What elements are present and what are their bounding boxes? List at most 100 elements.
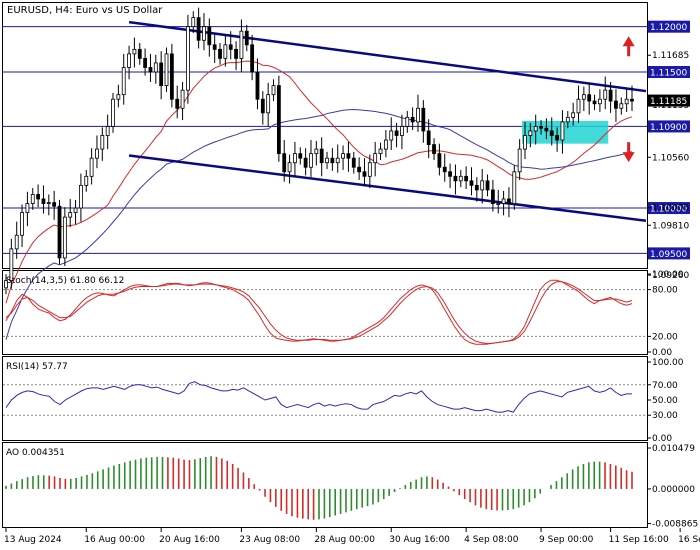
ma-fast-line (5, 60, 633, 304)
candle-body (46, 202, 51, 205)
candle-body (587, 94, 592, 102)
candle-body (276, 85, 281, 155)
channel-lower-line (128, 154, 647, 222)
osc-axis-label: 30.00 (652, 411, 678, 421)
current-price-label: 1.11185 (650, 97, 687, 107)
osc-axis-label: 80.00 (652, 286, 678, 296)
time-axis-label: 30 Aug 16:00 (389, 535, 450, 545)
candle-body (9, 248, 14, 282)
candle-body (373, 153, 378, 164)
time-axis-label: 11 Sep 16:00 (609, 535, 669, 545)
candle-body (95, 148, 99, 159)
osc-axis-label: 100.00 (652, 358, 684, 368)
candle-body (250, 44, 255, 73)
time-axis-label: 23 Aug 08:00 (239, 535, 300, 545)
candle-body (186, 26, 190, 91)
candle-body (474, 184, 479, 191)
candle-body (330, 157, 335, 164)
candle-body (132, 48, 137, 55)
candle-body (202, 26, 206, 41)
time-axis-label: 9 Sep 00:00 (539, 535, 594, 545)
candle-body (325, 157, 329, 164)
stoch-title: Stoch(14,3,5) 61.80 66.12 (6, 276, 124, 286)
stoch-panel-frame (2, 270, 648, 355)
candle-body (319, 148, 324, 164)
candle-body (175, 98, 180, 109)
candle-body (448, 171, 452, 177)
candle-body (223, 44, 228, 59)
candle-body (592, 100, 597, 105)
rsi-panel-frame (2, 356, 648, 441)
arrow-up-icon (622, 36, 635, 47)
osc-axis-label: 0.00 (652, 434, 672, 444)
candle-body (560, 121, 565, 141)
candle-body (41, 198, 46, 204)
ma-slow-line (5, 109, 633, 340)
candle-body (378, 148, 383, 155)
rsi-title: RSI(14) 57.77 (6, 362, 68, 372)
arrow-down-icon (622, 152, 635, 163)
ao-panel-frame (2, 442, 648, 528)
price-axis-label: 1.10005 (652, 204, 689, 214)
candle-body (539, 126, 543, 129)
level-tag-label: 1.10000 (650, 205, 687, 215)
channel-upper-line (128, 20, 647, 93)
ao-axis-label: 0.000000 (652, 485, 695, 495)
candle-body (501, 198, 506, 204)
candle-body (464, 175, 469, 182)
candle-body (614, 100, 618, 109)
candle-body (309, 153, 313, 168)
osc-axis-label: 70.00 (652, 381, 678, 391)
candle-body (148, 67, 153, 73)
candle-body (25, 203, 30, 213)
candle-body (496, 203, 501, 205)
candle-body (164, 53, 169, 87)
osc-axis-label: 100.00 (652, 270, 684, 280)
awesome-oscillator-panel: 0.010479 0.000000 -0.008865 (5, 444, 698, 530)
candle-body (367, 162, 372, 177)
candle-body (597, 98, 602, 105)
candle-body (480, 180, 485, 191)
candle-body (73, 207, 78, 213)
candle-body (218, 48, 222, 59)
price-axis-label: 1.09810 (652, 221, 689, 231)
level-tag (648, 20, 690, 33)
candle-body (523, 135, 527, 150)
candle-body (314, 148, 319, 155)
price-axis-label: 1.11685 (652, 51, 689, 61)
candle-body (630, 98, 634, 102)
candle-body (52, 202, 57, 207)
level-tag (648, 247, 690, 260)
candle-body (180, 89, 185, 109)
time-axis-label: 4 Sep 08:00 (464, 535, 519, 545)
candle-body (603, 89, 608, 100)
candle-body (36, 194, 41, 200)
level-tag-label: 1.11500 (650, 69, 687, 79)
candle-body (565, 116, 570, 123)
level-tag (648, 202, 690, 215)
candle-body (169, 53, 174, 100)
level-tag-label: 1.12000 (650, 23, 687, 33)
candle-body (400, 126, 404, 136)
candle-body (490, 189, 495, 204)
candle-body (581, 94, 586, 100)
level-tag (648, 120, 690, 133)
candle-body (624, 98, 629, 105)
symbol-title: EURUSD, H4: Euro vs US Dollar (7, 5, 163, 16)
candle-body (68, 212, 73, 218)
candle-body (14, 234, 19, 250)
candle-body (191, 17, 196, 28)
candle-body (619, 103, 624, 109)
level-tag-label: 1.09500 (650, 250, 687, 260)
price-panel: 1.12000 1.11500 1.10900 1.10000 1.09500 1.123… (3, 0, 690, 340)
time-axis-label: 16 Sep 08:00 (678, 535, 700, 545)
candle-body (383, 139, 388, 150)
candle-body (453, 175, 458, 182)
time-axis-label: 28 Aug 00:00 (314, 535, 375, 545)
candle-body (244, 30, 249, 46)
candle-body (394, 130, 399, 136)
candle-body (458, 175, 463, 182)
candle-body (239, 30, 244, 59)
candle-body (608, 89, 613, 102)
